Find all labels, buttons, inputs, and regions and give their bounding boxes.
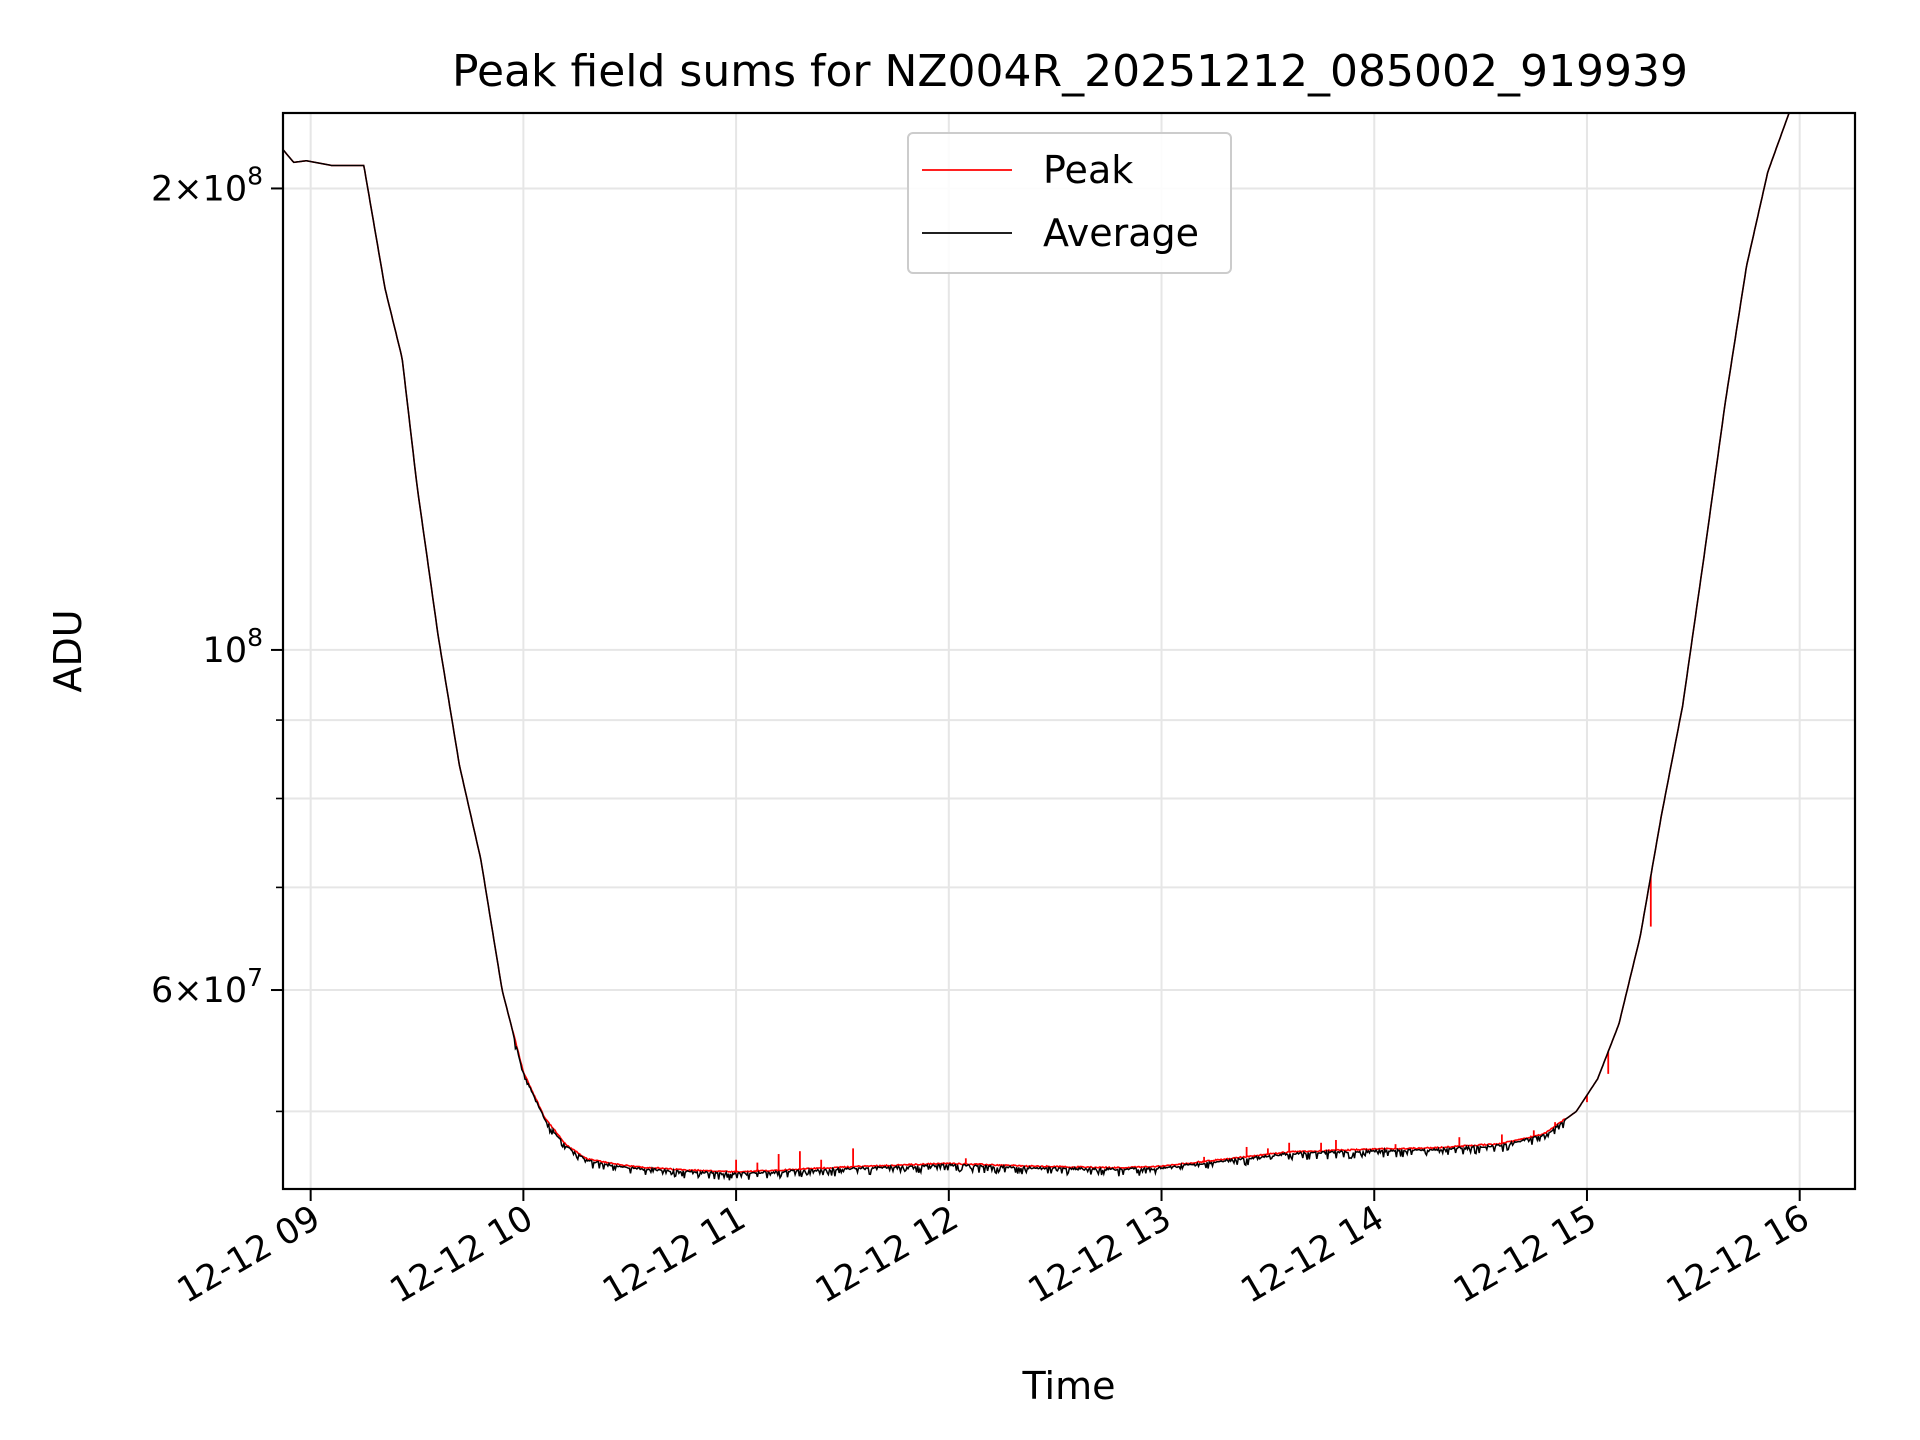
- y-axis-label: ADU: [46, 609, 90, 692]
- series-group: [283, 113, 1790, 1181]
- plot-frame: [281, 111, 1857, 1191]
- legend-peak-label: Peak: [1043, 148, 1133, 192]
- chart-title: Peak field sums for NZ004R_20251212_0850…: [452, 46, 1688, 97]
- average-series-line: [283, 113, 1790, 1181]
- y-tick-label: 108: [203, 623, 263, 671]
- y-tick-label: 6×107: [151, 963, 263, 1011]
- x-axis-label: Time: [1022, 1364, 1116, 1408]
- y-axis: 6×107 108 2×108: [151, 161, 283, 1113]
- legend-average-label: Average: [1043, 211, 1199, 255]
- legend-box: [907, 132, 1232, 274]
- series-layer: [283, 113, 1790, 1181]
- legend: Peak Average: [907, 132, 1232, 274]
- y-tick-label: 2×108: [151, 161, 263, 209]
